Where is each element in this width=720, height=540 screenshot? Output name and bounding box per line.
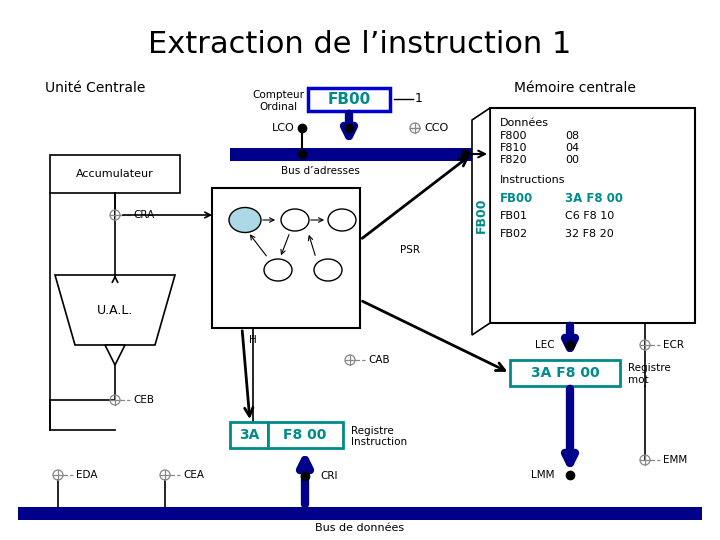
Bar — [230, 148, 692, 161]
Ellipse shape — [281, 209, 309, 231]
Text: CRA: CRA — [133, 210, 154, 220]
Text: CEB: CEB — [133, 395, 154, 405]
Bar — [490, 108, 695, 323]
Text: FB02: FB02 — [500, 229, 528, 239]
Text: FB00: FB00 — [328, 91, 371, 106]
Text: C6 F8 10: C6 F8 10 — [565, 211, 614, 221]
Ellipse shape — [314, 259, 342, 281]
Text: FB00: FB00 — [500, 192, 534, 205]
Text: 3A F8 00: 3A F8 00 — [565, 192, 623, 205]
Text: LEC: LEC — [536, 340, 555, 350]
Polygon shape — [105, 345, 125, 365]
Text: 3A F8 00: 3A F8 00 — [531, 366, 599, 380]
Text: Compteur: Compteur — [252, 90, 304, 100]
Ellipse shape — [229, 207, 261, 233]
Text: 00: 00 — [565, 155, 579, 165]
Text: 08: 08 — [565, 131, 579, 141]
Text: 3A: 3A — [239, 428, 259, 442]
Text: FB00: FB00 — [474, 197, 487, 233]
Text: Mémoire centrale: Mémoire centrale — [514, 81, 636, 95]
Text: ECR: ECR — [663, 340, 684, 350]
Bar — [230, 422, 268, 448]
Text: Bus de données: Bus de données — [315, 523, 405, 533]
Text: Registre: Registre — [628, 363, 671, 373]
Text: F820: F820 — [500, 155, 528, 165]
Text: mot: mot — [628, 375, 649, 385]
Text: F800: F800 — [500, 131, 528, 141]
Text: Instructions: Instructions — [500, 175, 565, 185]
Text: Accumulateur: Accumulateur — [76, 169, 154, 179]
Bar — [18, 507, 702, 520]
Bar — [308, 88, 390, 111]
Text: Bus d’adresses: Bus d’adresses — [281, 166, 359, 176]
Text: Ordinal: Ordinal — [259, 102, 297, 112]
Text: Registre: Registre — [351, 426, 394, 436]
Text: 32 F8 20: 32 F8 20 — [565, 229, 613, 239]
Polygon shape — [472, 108, 490, 335]
Text: H: H — [249, 335, 257, 345]
Text: F810: F810 — [500, 143, 528, 153]
Text: 1: 1 — [415, 92, 423, 105]
Text: LCO: LCO — [272, 123, 295, 133]
Text: Unité Centrale: Unité Centrale — [45, 81, 145, 95]
Text: CEA: CEA — [183, 470, 204, 480]
Ellipse shape — [328, 209, 356, 231]
Text: F8 00: F8 00 — [283, 428, 327, 442]
Text: CRI: CRI — [320, 471, 338, 481]
Bar — [510, 360, 620, 386]
Text: Données: Données — [500, 118, 549, 128]
Text: EDA: EDA — [76, 470, 97, 480]
Text: Instruction: Instruction — [351, 437, 407, 447]
Text: CAB: CAB — [368, 355, 390, 365]
Bar — [212, 188, 360, 328]
Bar — [268, 422, 343, 448]
Text: EMM: EMM — [663, 455, 688, 465]
Text: Extraction de l’instruction 1: Extraction de l’instruction 1 — [148, 30, 572, 59]
Bar — [50, 155, 180, 193]
Text: CCO: CCO — [424, 123, 449, 133]
Text: U.A.L.: U.A.L. — [96, 303, 133, 316]
Polygon shape — [55, 275, 175, 345]
Text: 04: 04 — [565, 143, 579, 153]
Text: LMM: LMM — [531, 470, 555, 480]
Text: PSR: PSR — [400, 245, 420, 255]
Ellipse shape — [264, 259, 292, 281]
Text: FB01: FB01 — [500, 211, 528, 221]
